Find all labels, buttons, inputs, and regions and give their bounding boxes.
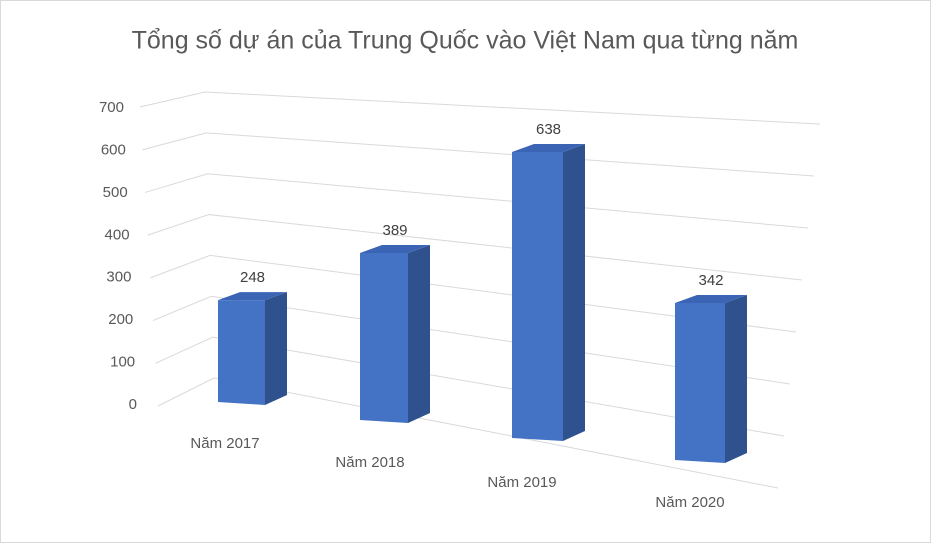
bar-top xyxy=(218,292,287,301)
bar-side xyxy=(265,292,287,405)
bar-top xyxy=(360,245,430,254)
x-tick-label: Năm 2020 xyxy=(655,494,724,511)
y-tick-label: 700 xyxy=(99,99,124,116)
bar xyxy=(360,253,408,423)
grid-line xyxy=(150,254,797,333)
grid-line xyxy=(152,295,791,385)
y-tick-label: 0 xyxy=(129,396,137,413)
grid-line xyxy=(147,214,803,281)
bar xyxy=(675,302,725,463)
bar-side xyxy=(725,294,747,463)
x-tick-label: Năm 2019 xyxy=(487,474,556,491)
bar-side xyxy=(563,143,585,441)
grid-line xyxy=(157,377,779,489)
y-tick-label: 400 xyxy=(105,226,130,243)
bar-top xyxy=(512,143,585,152)
y-tick-label: 500 xyxy=(103,184,128,201)
bar-side xyxy=(408,245,430,423)
x-tick-label: Năm 2017 xyxy=(190,435,259,452)
chart-title: Tổng số dự án của Trung Quốc vào Việt Na… xyxy=(132,27,799,55)
value-label: 389 xyxy=(382,222,407,239)
y-tick-label: 300 xyxy=(106,269,131,286)
bar-top xyxy=(675,294,747,303)
value-label: 248 xyxy=(240,269,265,286)
value-label: 342 xyxy=(698,272,723,289)
x-tick-label: Năm 2018 xyxy=(335,454,404,471)
value-label: 638 xyxy=(536,121,561,138)
grid-line xyxy=(144,173,809,229)
bar xyxy=(218,300,265,405)
y-tick-label: 200 xyxy=(108,311,133,328)
y-tick-label: 600 xyxy=(101,141,126,158)
y-tick-label: 100 xyxy=(110,354,135,371)
grid-line xyxy=(155,336,785,437)
grid-line xyxy=(142,132,815,177)
bar xyxy=(512,151,563,441)
grid-line xyxy=(139,91,821,125)
